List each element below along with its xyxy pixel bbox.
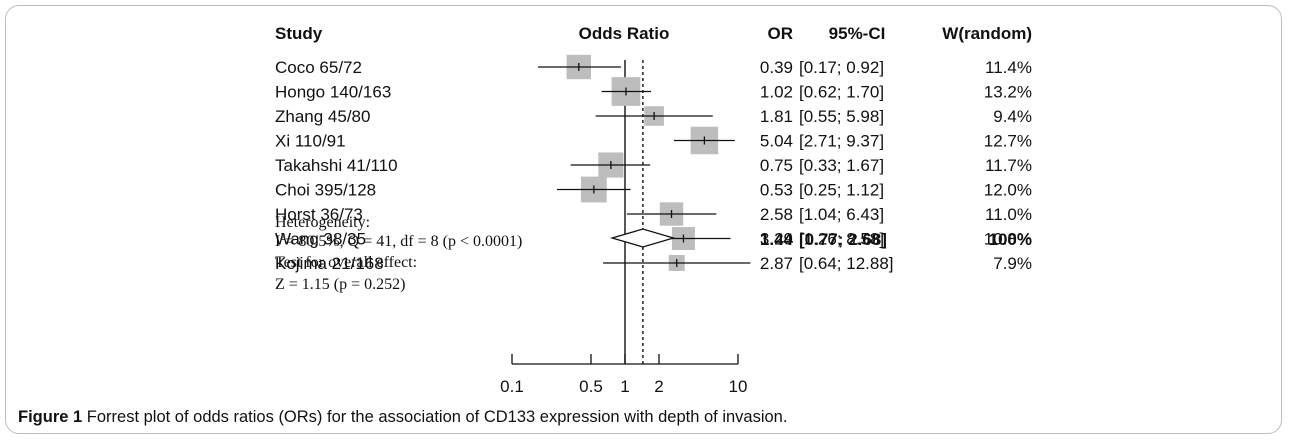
study-label: Hongo 140/163 (275, 83, 391, 102)
study-weight-value: 7.9% (993, 254, 1032, 273)
study-label: Coco 65/72 (275, 58, 362, 77)
study-label: Wang 38/35 (275, 230, 366, 249)
study-ci-value: [1.26; 8.58] (799, 230, 884, 249)
i2-symbol: I (275, 233, 280, 250)
study-or-value: 5.04 (760, 132, 793, 151)
caption-text: Forrest plot of odds ratios (ORs) for th… (82, 408, 788, 426)
x-axis-tick-label: 0.5 (579, 377, 603, 396)
study-label: Takahshi 41/110 (275, 156, 398, 175)
study-weight-value: 11.0% (985, 205, 1032, 224)
study-ci-value: [0.25; 1.12] (799, 181, 884, 200)
study-ci-value: [0.33; 1.67] (799, 156, 884, 175)
study-or-value: 0.75 (760, 156, 793, 175)
i2-superscript: 2 (280, 232, 285, 243)
study-ci-value: [0.17; 0.92] (799, 58, 884, 77)
study-label: Horst 36/73 (275, 205, 363, 224)
study-weight-value: 12.7% (984, 132, 1032, 151)
study-or-value: 2.58 (760, 205, 793, 224)
study-label: Kojima 21/168 (275, 254, 384, 273)
study-weight-value: 11.4% (985, 58, 1032, 77)
caption-label: Figure 1 (18, 408, 83, 426)
study-label: Choi 395/128 (275, 181, 376, 200)
study-weight-value: 11.7% (985, 156, 1032, 175)
header-weight: W(random) (942, 24, 1032, 43)
study-ci-value: [0.62; 1.70] (799, 83, 884, 102)
x-axis-tick-label: 10 (729, 377, 748, 396)
overall-effect-title: Test for overall effect: (275, 254, 417, 271)
study-ci-value: [0.55; 5.98] (799, 107, 884, 126)
header-ci: 95%-CI (829, 24, 886, 43)
study-or-value: 0.39 (760, 58, 793, 77)
summary-ci-value: [0.77; 2.68] (799, 230, 887, 249)
study-or-value: 1.02 (760, 83, 793, 102)
study-ci-value: [1.04; 6.43] (799, 205, 884, 224)
study-ci-value: [0.64; 12.88] (799, 254, 894, 273)
x-axis-tick-label: 2 (654, 377, 663, 396)
study-weight-value: 9.4% (993, 107, 1032, 126)
study-label: Xi 110/91 (275, 132, 346, 151)
header-study: Study (275, 24, 323, 43)
x-axis-tick-label: 1 (620, 377, 629, 396)
study-weight-value: 10.8% (984, 230, 1032, 249)
heterogeneity-title: Heterogeneity: (275, 214, 370, 231)
summary-diamond (609, 228, 676, 248)
heterogeneity-values: = 80.5%, Q = 41, df = 8 (p < 0.0001) (285, 233, 522, 250)
x-axis-tick-label: 0.1 (500, 377, 524, 396)
header-or: OR (768, 24, 794, 43)
study-weight-value: 12.0% (984, 181, 1032, 200)
study-label: Zhang 45/80 (275, 107, 370, 126)
study-or-value: 0.53 (760, 181, 793, 200)
heterogeneity-stats: I2= 80.5%, Q = 41, df = 8 (p < 0.0001) (275, 232, 522, 250)
summary-or-value: 1.44 (760, 230, 794, 249)
summary-weight-value: 100% (989, 230, 1032, 249)
figure-caption: Figure 1 Forrest plot of odds ratios (OR… (18, 408, 787, 427)
forest-plot: Study Odds Ratio OR 95%-CI W(random) Coco 65/… (275, 24, 1032, 396)
study-or-value: 2.87 (760, 254, 793, 273)
study-weight-value: 13.2% (984, 83, 1032, 102)
study-or-value: 1.81 (760, 107, 793, 126)
header-odds-ratio: Odds Ratio (579, 24, 670, 43)
study-or-value: 3.29 (760, 230, 793, 249)
study-ci-value: [2.71; 9.37] (799, 132, 884, 151)
overall-effect-stats: Z = 1.15 (p = 0.252) (275, 276, 405, 293)
